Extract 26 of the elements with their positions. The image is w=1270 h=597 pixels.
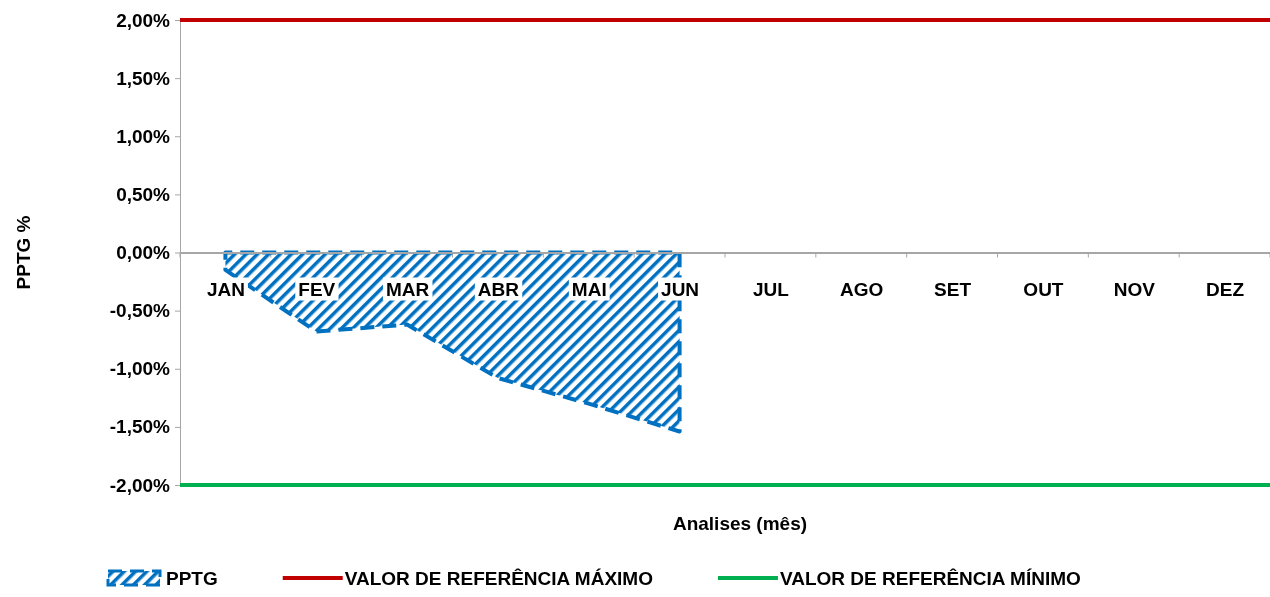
x-tick-label: NOV [1113, 278, 1156, 300]
y-tick-label: -1,50% [109, 416, 171, 438]
y-tick-label: -1,00% [109, 358, 171, 380]
x-tick-label: MAI [571, 278, 607, 300]
y-tick-label: 0,50% [116, 183, 171, 205]
y-tick-label: -0,50% [109, 300, 171, 322]
x-tick-label: SET [934, 278, 972, 300]
x-tick-label: AGO [840, 278, 884, 300]
x-tick-label: JAN [206, 278, 245, 300]
x-tick-label: MAR [385, 278, 430, 300]
x-tick-label: OUT [1023, 278, 1064, 300]
x-tick-label: JUL [752, 278, 790, 300]
y-axis-title: PPTG % [13, 215, 34, 290]
y-tick-label: 2,00% [116, 9, 171, 31]
y-tick-label: 1,00% [116, 125, 171, 147]
x-tick-label: FEV [298, 278, 336, 300]
legend-label: VALOR DE REFERÊNCIA MÍNIMO [779, 568, 1081, 589]
legend-label: PPTG [166, 568, 218, 589]
y-tick-label: -2,00% [109, 474, 171, 496]
y-tick-label: 0,00% [116, 242, 171, 264]
x-tick-label: JUN [661, 278, 700, 300]
x-tick-label: ABR [477, 278, 520, 300]
x-tick-label: DEZ [1206, 278, 1245, 300]
legend-label: VALOR DE REFERÊNCIA MÁXIMO [344, 568, 653, 589]
x-axis-title: Analises (mês) [672, 513, 808, 534]
y-tick-label: 1,50% [116, 67, 171, 89]
